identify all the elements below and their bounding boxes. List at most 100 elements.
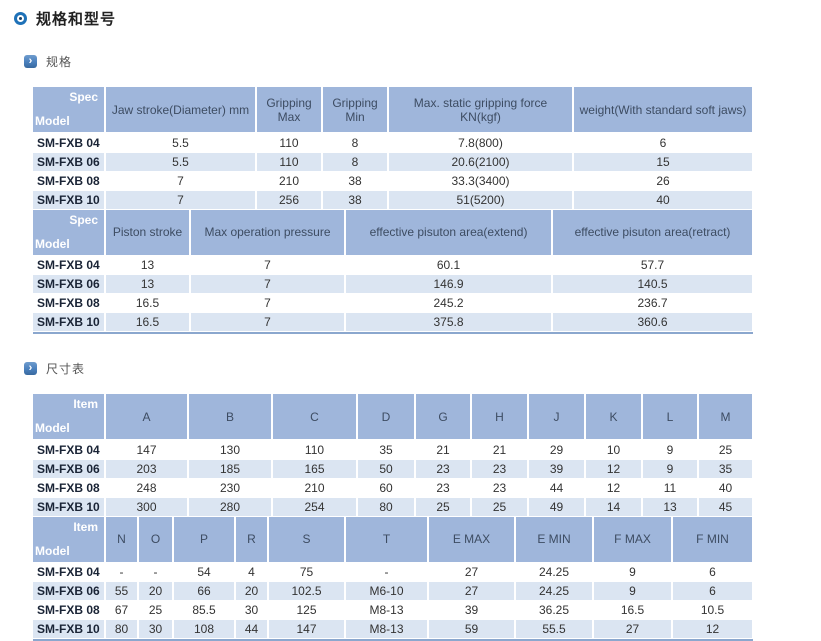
page-title: 规格和型号	[36, 11, 117, 28]
section-header-spec: 规格	[24, 53, 821, 70]
model-cell: SM-FXB 10	[33, 497, 106, 517]
data-cell: 20.6(2100)	[388, 152, 574, 172]
table-row: SM-FXB 04 5.5 110 8 7.8(800) 6	[33, 133, 754, 153]
data-cell: 16.5	[105, 293, 191, 313]
data-cell: M6-10	[345, 581, 429, 601]
table-row: SM-FXB 04 147 130 110 35 21 21 29 10 9 25	[33, 440, 754, 460]
data-cell: 59	[428, 619, 516, 639]
column-header: C	[272, 394, 358, 441]
column-header: Gripping Max	[256, 87, 323, 134]
data-cell: 25	[698, 440, 754, 460]
table-row: SM-FXB 06 55 20 66 20 102.5 M6-10 27 24.25 9 6	[33, 581, 754, 601]
data-cell: 24.25	[515, 562, 594, 582]
data-cell: 5.5	[105, 152, 257, 172]
data-cell: 6	[672, 581, 754, 601]
model-cell: SM-FXB 10	[33, 619, 106, 639]
model-cell: SM-FXB 04	[33, 440, 106, 460]
data-cell: 9	[593, 562, 673, 582]
model-cell: SM-FXB 06	[33, 581, 106, 601]
data-cell: 9	[642, 440, 699, 460]
data-cell: 23	[471, 478, 529, 498]
table-row: SM-FXB 06 13 7 146.9 140.5	[33, 274, 754, 294]
column-header: D	[357, 394, 416, 441]
model-cell: SM-FXB 06	[33, 274, 106, 294]
data-cell: 7	[105, 171, 257, 191]
data-cell: 10	[585, 440, 643, 460]
data-cell: 12	[672, 619, 754, 639]
section-label-dimensions: 尺寸表	[46, 362, 86, 376]
data-cell: 57.7	[552, 255, 754, 275]
table-row: SM-FXB 06 5.5 110 8 20.6(2100) 15	[33, 152, 754, 172]
column-header: H	[471, 394, 529, 441]
corner-top-label: Item	[73, 397, 98, 411]
column-header: F MAX	[593, 516, 673, 564]
data-cell: 110	[256, 133, 323, 153]
column-header: J	[528, 394, 586, 441]
column-header: E MIN	[515, 516, 594, 564]
data-cell: 12	[585, 459, 643, 479]
data-cell: 13	[642, 497, 699, 517]
data-cell: 27	[428, 562, 516, 582]
data-cell: 236.7	[552, 293, 754, 313]
data-cell: 7	[190, 274, 346, 294]
header-row: Spec Model Jaw stroke(Diameter) mm Gripping…	[33, 87, 754, 134]
column-header: E MAX	[428, 516, 516, 564]
column-header: F MIN	[672, 516, 754, 564]
data-cell: 9	[642, 459, 699, 479]
column-header: effective pisuton area(extend)	[345, 209, 553, 257]
data-cell: 26	[573, 171, 754, 191]
model-cell: SM-FXB 06	[33, 459, 106, 479]
column-header: Gripping Min	[322, 87, 389, 134]
corner-cell: Item Model	[33, 394, 106, 441]
data-cell: 15	[573, 152, 754, 172]
header-row: Item Model A B C D G H J K L M	[33, 394, 754, 441]
corner-cell: Spec Model	[33, 209, 106, 257]
data-cell: 38	[322, 190, 389, 210]
data-cell: 80	[105, 619, 139, 639]
table-row: SM-FXB 08 248 230 210 60 23 23 44 12 11 40	[33, 478, 754, 498]
data-cell: 12	[585, 478, 643, 498]
model-cell: SM-FXB 04	[33, 562, 106, 582]
corner-top-label: Spec	[69, 90, 98, 104]
model-cell: SM-FXB 08	[33, 293, 106, 313]
data-cell: 11	[642, 478, 699, 498]
data-cell: 30	[138, 619, 174, 639]
data-cell: 21	[415, 440, 472, 460]
data-cell: 44	[528, 478, 586, 498]
data-cell: 27	[428, 581, 516, 601]
data-cell: 7	[105, 190, 257, 210]
column-header: O	[138, 516, 174, 564]
data-cell: 23	[471, 459, 529, 479]
column-header: B	[188, 394, 273, 441]
table-row: SM-FXB 08 67 25 85.5 30 125 M8-13 39 36.25 16.5 10…	[33, 600, 754, 620]
data-cell: 6	[672, 562, 754, 582]
column-header: G	[415, 394, 472, 441]
header-row: Spec Model Piston stroke Max operation pres…	[33, 209, 754, 257]
corner-cell: Item Model	[33, 516, 106, 564]
page-title-row: 规格和型号	[14, 8, 821, 29]
data-cell: 14	[585, 497, 643, 517]
table-row: SM-FXB 06 203 185 165 50 23 23 39 12 9 35	[33, 459, 754, 479]
model-cell: SM-FXB 04	[33, 255, 106, 275]
data-cell: 108	[173, 619, 236, 639]
data-cell: 203	[105, 459, 189, 479]
data-cell: 40	[573, 190, 754, 210]
model-cell: SM-FXB 08	[33, 600, 106, 620]
data-cell: 23	[415, 478, 472, 498]
column-header: M	[698, 394, 754, 441]
data-cell: 5.5	[105, 133, 257, 153]
table-row: SM-FXB 10 16.5 7 375.8 360.6	[33, 312, 754, 332]
header-row: Item Model N O P R S T E MAX E MIN F MAX F MIN	[33, 516, 754, 564]
data-cell: 360.6	[552, 312, 754, 332]
data-cell: 254	[272, 497, 358, 517]
data-cell: 20	[138, 581, 174, 601]
data-cell: 4	[235, 562, 269, 582]
data-cell: 49	[528, 497, 586, 517]
corner-cell: Spec Model	[33, 87, 106, 134]
data-cell: 210	[256, 171, 323, 191]
data-cell: 375.8	[345, 312, 553, 332]
model-cell: SM-FXB 06	[33, 152, 106, 172]
corner-top-label: Item	[73, 519, 98, 534]
data-cell: 36.25	[515, 600, 594, 620]
